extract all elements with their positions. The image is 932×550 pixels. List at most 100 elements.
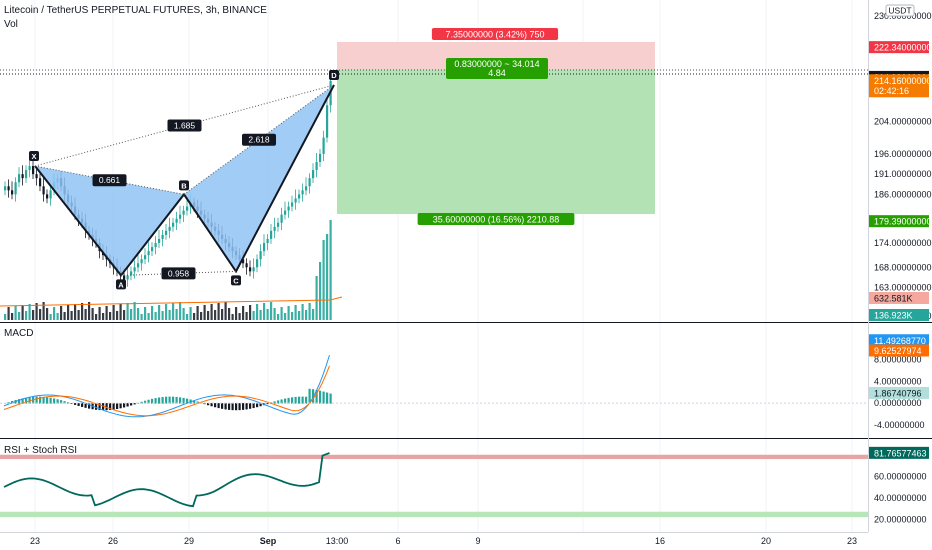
macd-histogram-bar bbox=[84, 403, 87, 408]
macd-histogram-bar bbox=[238, 403, 241, 411]
volume-bar bbox=[77, 310, 80, 320]
rsi-pane[interactable] bbox=[0, 440, 868, 532]
macd-pane[interactable] bbox=[0, 324, 868, 438]
candle-body bbox=[32, 166, 35, 175]
macd-histogram-bar bbox=[284, 398, 287, 404]
macd-histogram-bar bbox=[60, 400, 63, 404]
candle-body bbox=[270, 230, 273, 239]
time-tick: 23 bbox=[30, 536, 40, 546]
candle-body bbox=[245, 263, 248, 268]
volume-bar bbox=[74, 304, 77, 320]
candle-body bbox=[291, 202, 294, 207]
stop-price-label-bg bbox=[869, 215, 929, 228]
volume-bar bbox=[116, 311, 119, 320]
time-tick: 16 bbox=[655, 536, 665, 546]
volume-bar bbox=[165, 304, 168, 320]
candle-body bbox=[322, 137, 325, 154]
rsi-tick: 40.00000000 bbox=[874, 493, 927, 503]
macd-histogram-bar bbox=[112, 403, 115, 410]
macd-histogram-bar bbox=[329, 393, 332, 404]
bcd-triangle bbox=[184, 84, 334, 272]
ratio-xb-bg bbox=[92, 174, 127, 187]
loss-zone[interactable] bbox=[337, 70, 655, 214]
macd-histogram-bar bbox=[291, 397, 294, 404]
price-tick: 204.00000000 bbox=[874, 116, 932, 126]
volume-label: Vol bbox=[4, 19, 18, 30]
candle-body bbox=[144, 255, 147, 260]
volume-ma-label: 632.581K bbox=[874, 294, 913, 304]
macd-histogram-bar bbox=[151, 398, 154, 404]
volume-bar bbox=[168, 310, 171, 320]
macd-histogram-bar bbox=[88, 403, 91, 409]
volume-bar bbox=[245, 312, 248, 320]
price-tick: 191.00000000 bbox=[874, 169, 932, 179]
candle-body bbox=[259, 251, 262, 260]
volume-bar bbox=[46, 308, 49, 320]
macd-histogram-bar bbox=[186, 398, 189, 404]
candle-body bbox=[308, 178, 311, 187]
macd-histogram-bar bbox=[53, 398, 56, 404]
volume-bar bbox=[329, 220, 332, 320]
volume-bar bbox=[70, 311, 73, 320]
candle-body bbox=[172, 222, 175, 227]
macd-histogram-bar bbox=[116, 403, 119, 410]
volume-bar bbox=[200, 312, 203, 320]
volume-bar bbox=[81, 303, 84, 320]
target-price-label-bg bbox=[869, 41, 929, 54]
macd-histogram-bar bbox=[252, 403, 255, 409]
volume-bar bbox=[158, 305, 161, 320]
signal-value-label-bg bbox=[869, 344, 929, 357]
volume-bar bbox=[133, 302, 136, 320]
candle-body bbox=[294, 198, 297, 203]
volume-bar bbox=[315, 276, 318, 320]
time-axis[interactable]: 23 26 29 Sep 6 9 16 20 23 13:00 bbox=[30, 536, 857, 546]
macd-tick: 4.00000000 bbox=[874, 376, 922, 386]
volume-bar bbox=[228, 308, 231, 320]
macd-histogram-bar bbox=[308, 388, 311, 404]
point-C: C bbox=[233, 276, 239, 285]
target-price-label: 222.34000000 bbox=[874, 43, 932, 53]
volume-bars bbox=[0, 220, 343, 320]
macd-tick: -4.00000000 bbox=[874, 420, 925, 430]
volume-bar bbox=[210, 304, 213, 320]
candle-body bbox=[147, 251, 150, 256]
volume-bar bbox=[25, 311, 28, 320]
hist-value-label: 1.86740796 bbox=[874, 388, 922, 398]
macd-histogram-bar bbox=[301, 396, 304, 404]
volume-bar bbox=[238, 313, 241, 320]
candle-body bbox=[49, 190, 52, 199]
macd-histogram-bar bbox=[77, 403, 80, 406]
macd-histogram-bar bbox=[224, 403, 227, 410]
macd-histogram-bar bbox=[228, 403, 231, 410]
bat-pattern[interactable]: 0.661 0.958 2.618 1.685 X A B C D bbox=[29, 69, 339, 290]
volume-bar bbox=[154, 312, 157, 320]
price-axis[interactable]: 230.00000000204.00000000196.00000000191.… bbox=[869, 4, 932, 524]
rsi-value-label-bg bbox=[869, 446, 929, 459]
macd-histogram-bar bbox=[25, 397, 28, 404]
candle-body bbox=[165, 230, 168, 235]
candle-body bbox=[280, 214, 283, 223]
time-tick: Sep bbox=[260, 536, 277, 546]
ratio-ac: 0.958 bbox=[168, 268, 190, 278]
volume-bar bbox=[151, 306, 154, 320]
rsi-indicator bbox=[0, 452, 868, 518]
center-label-bg bbox=[446, 58, 548, 79]
last-price-label-bg bbox=[869, 74, 929, 98]
point-A-bg bbox=[116, 279, 126, 290]
macd-histogram-bar bbox=[39, 396, 42, 404]
volume-bar bbox=[56, 313, 59, 320]
candle-body bbox=[319, 153, 322, 162]
macd-histogram-bar bbox=[165, 396, 168, 404]
point-C-bg bbox=[231, 275, 241, 286]
ratio-bd: 2.618 bbox=[248, 135, 270, 145]
candle-body bbox=[39, 178, 42, 187]
candle-body bbox=[186, 206, 189, 211]
macd-histogram-bar bbox=[221, 403, 224, 409]
macd-histogram-bar bbox=[196, 401, 199, 404]
volume-bar bbox=[308, 303, 311, 320]
macd-histogram-bar bbox=[175, 396, 178, 404]
candle-body bbox=[273, 226, 276, 231]
macd-histogram-bar bbox=[326, 392, 329, 404]
macd-histogram-bar bbox=[319, 390, 322, 404]
